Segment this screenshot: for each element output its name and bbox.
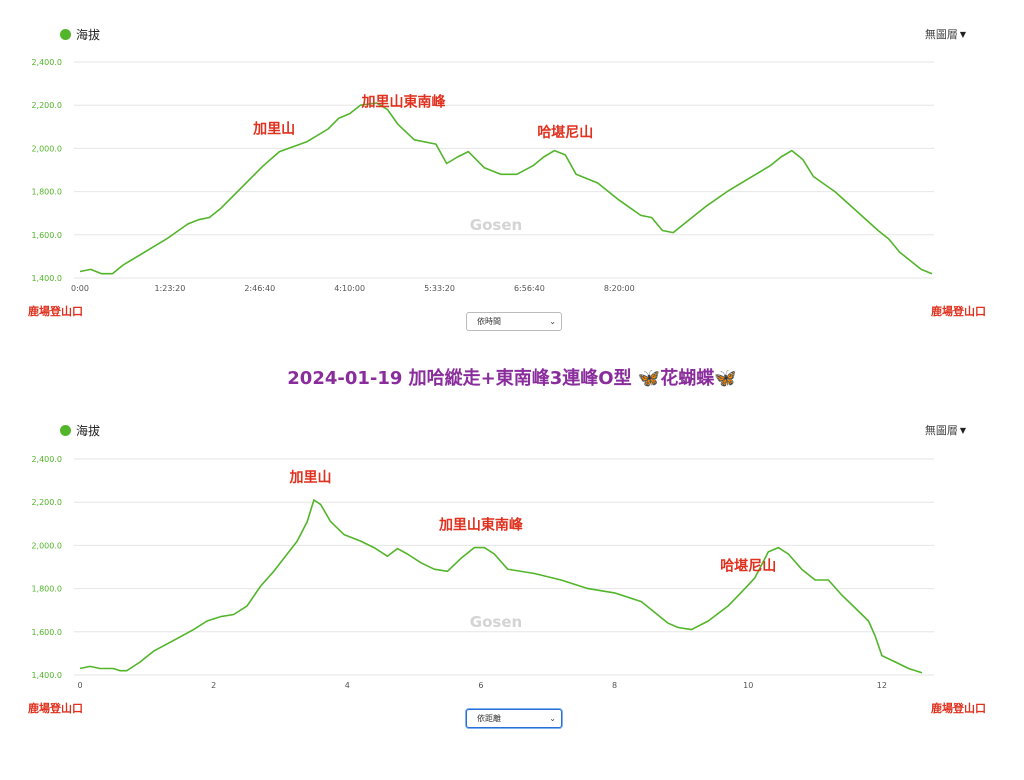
x-tick-label: 2:46:40 (244, 284, 275, 293)
y-tick-label: 2,200.0 (31, 498, 62, 507)
y-tick-label: 1,400.0 (31, 274, 62, 283)
x-mode-select[interactable]: 依距離 ⌄ (466, 709, 562, 728)
y-tick-label: 1,800.0 (31, 585, 62, 594)
x-tick-label: 0:00 (71, 284, 89, 293)
y-tick-label: 2,400.0 (31, 58, 62, 67)
x-tick-label: 5:33:20 (424, 284, 455, 293)
peak-label: 加里山 (252, 122, 295, 138)
x-tick-label: 1:23:20 (154, 284, 185, 293)
caret-down-icon: ▼ (959, 425, 966, 435)
y-tick-label: 1,600.0 (31, 231, 62, 240)
butterfly-icon: 🦋 (714, 368, 737, 389)
peak-label: 加里山 (289, 470, 332, 486)
end-point-label: 鹿場登山口 (931, 702, 986, 715)
x-mode-label: 依時間 (477, 317, 501, 326)
y-tick-label: 2,200.0 (31, 101, 62, 110)
y-tick-label: 2,400.0 (31, 455, 62, 464)
elevation-chart-by-time: 海拔 無圖層 ▼ 1,400.0 1,600.0 1,800.0 2,000.0 2,2… (0, 0, 1024, 340)
layer-label: 無圖層 (924, 28, 958, 41)
caret-down-icon: ▼ (959, 29, 966, 39)
peak-label: 哈堪尼山 (537, 124, 593, 141)
legend-dot-icon (60, 29, 71, 40)
x-tick-label: 4 (345, 681, 350, 690)
x-mode-label: 依距離 (477, 714, 501, 723)
x-tick-label: 6 (478, 681, 483, 690)
elevation-chart-svg: 1,400.0 1,600.0 1,800.0 2,000.0 2,200.0 2,400… (31, 455, 934, 690)
x-tick-label: 8 (612, 681, 617, 690)
x-tick-label: 6:56:40 (514, 284, 545, 293)
end-point-label: 鹿場登山口 (931, 305, 986, 318)
elevation-chart-by-distance: 海拔 無圖層 ▼ 1,400.0 1,600.0 1,800.0 2,000.0 2,2… (0, 396, 1024, 736)
x-tick-label: 8:20:00 (604, 284, 635, 293)
y-tick-label: 1,800.0 (31, 188, 62, 197)
layer-dropdown[interactable]: 無圖層 ▼ (925, 26, 966, 42)
y-tick-label: 1,600.0 (31, 628, 62, 637)
layer-dropdown[interactable]: 無圖層 ▼ (925, 422, 966, 438)
title-text: 2024-01-19 加哈縱走+東南峰3連峰O型 (287, 368, 632, 389)
legend-label: 海拔 (76, 28, 101, 42)
legend[interactable]: 海拔 (60, 422, 100, 439)
start-point-label: 鹿場登山口 (28, 305, 83, 318)
peak-label: 加里山東南峰 (438, 517, 524, 534)
x-tick-label: 2 (211, 681, 216, 690)
y-tick-label: 2,000.0 (31, 144, 62, 153)
y-tick-label: 2,000.0 (31, 541, 62, 550)
peak-label: 加里山東南峰 (361, 94, 447, 111)
legend-label: 海拔 (76, 424, 101, 438)
y-tick-label: 1,400.0 (31, 671, 62, 680)
watermark: Gosen (470, 613, 522, 631)
start-point-label: 鹿場登山口 (28, 702, 83, 715)
page-title: 2024-01-19 加哈縱走+東南峰3連峰O型 🦋花蝴蝶🦋 (0, 364, 1024, 390)
layer-label: 無圖層 (924, 424, 958, 437)
legend[interactable]: 海拔 (60, 26, 100, 43)
watermark: Gosen (470, 216, 522, 234)
x-mode-select[interactable]: 依時間 ⌄ (466, 312, 562, 331)
elevation-chart-svg: 1,400.0 1,600.0 1,800.0 2,000.0 2,200.0 2,400… (31, 58, 934, 293)
chevron-down-icon: ⌄ (549, 317, 556, 326)
x-tick-label: 0 (77, 681, 82, 690)
title-suffix: 花蝴蝶 (660, 368, 715, 389)
x-tick-label: 12 (877, 681, 887, 690)
x-tick-label: 4:10:00 (334, 284, 365, 293)
x-tick-label: 10 (743, 681, 753, 690)
elevation-line (79, 102, 933, 275)
chevron-down-icon: ⌄ (549, 714, 556, 723)
elevation-line (79, 499, 923, 674)
legend-dot-icon (60, 425, 71, 436)
butterfly-icon: 🦋 (637, 368, 661, 389)
peak-label: 哈堪尼山 (720, 558, 776, 575)
